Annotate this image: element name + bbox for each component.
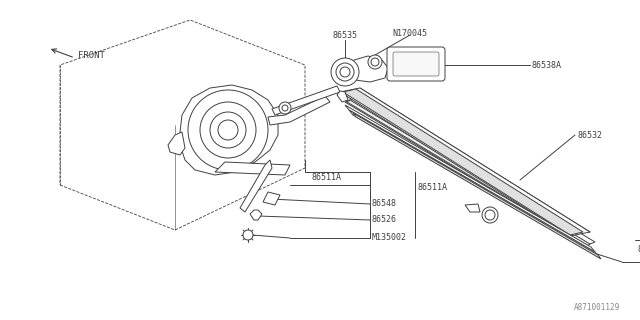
Polygon shape bbox=[345, 105, 595, 252]
Circle shape bbox=[279, 102, 291, 114]
Circle shape bbox=[331, 58, 359, 86]
Text: 86511A: 86511A bbox=[417, 182, 447, 191]
Polygon shape bbox=[268, 96, 330, 125]
Polygon shape bbox=[168, 132, 185, 155]
Circle shape bbox=[482, 207, 498, 223]
Polygon shape bbox=[337, 91, 348, 102]
Circle shape bbox=[188, 90, 268, 170]
Polygon shape bbox=[240, 160, 272, 212]
Text: 86542A: 86542A bbox=[637, 245, 640, 254]
Polygon shape bbox=[349, 110, 599, 257]
Circle shape bbox=[218, 120, 238, 140]
Polygon shape bbox=[263, 192, 280, 205]
Circle shape bbox=[282, 105, 288, 111]
Text: A871001129: A871001129 bbox=[573, 303, 620, 312]
Polygon shape bbox=[350, 56, 388, 82]
Text: 86538A: 86538A bbox=[532, 60, 562, 69]
Polygon shape bbox=[272, 86, 340, 115]
Polygon shape bbox=[250, 210, 262, 220]
Circle shape bbox=[368, 55, 382, 69]
Polygon shape bbox=[347, 100, 590, 246]
Polygon shape bbox=[343, 89, 583, 235]
Text: 86511A: 86511A bbox=[312, 172, 342, 181]
Circle shape bbox=[485, 210, 495, 220]
Polygon shape bbox=[215, 162, 290, 175]
Text: M135002: M135002 bbox=[372, 234, 407, 243]
Text: 86532: 86532 bbox=[577, 131, 602, 140]
Polygon shape bbox=[353, 113, 601, 259]
Text: 86548: 86548 bbox=[372, 199, 397, 209]
FancyBboxPatch shape bbox=[387, 47, 445, 81]
Polygon shape bbox=[465, 204, 480, 212]
Text: N170045: N170045 bbox=[392, 28, 428, 37]
Circle shape bbox=[200, 102, 256, 158]
Text: 86526: 86526 bbox=[372, 215, 397, 225]
Circle shape bbox=[210, 112, 246, 148]
FancyBboxPatch shape bbox=[393, 52, 439, 76]
Polygon shape bbox=[345, 98, 595, 246]
Circle shape bbox=[340, 67, 350, 77]
Text: FRONT: FRONT bbox=[78, 51, 105, 60]
Circle shape bbox=[243, 230, 253, 240]
Circle shape bbox=[336, 63, 354, 81]
Polygon shape bbox=[180, 85, 278, 175]
Text: 86535: 86535 bbox=[333, 30, 358, 39]
Polygon shape bbox=[340, 88, 590, 236]
Circle shape bbox=[371, 58, 379, 66]
